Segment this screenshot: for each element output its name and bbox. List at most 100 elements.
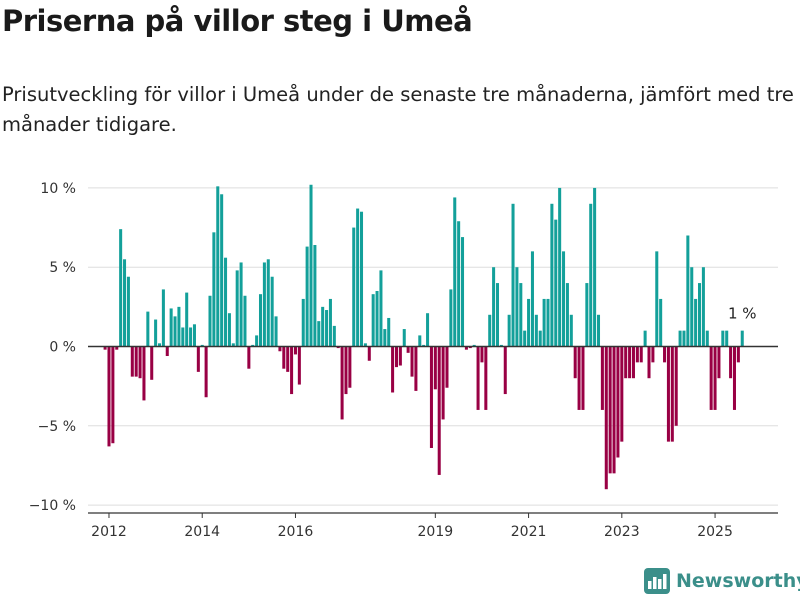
bar	[301, 298, 305, 347]
bar	[313, 245, 317, 347]
bar	[663, 346, 667, 363]
bar-series	[103, 184, 744, 490]
bar	[360, 211, 364, 347]
x-tick-label: 2025	[697, 524, 733, 540]
bar	[468, 346, 472, 349]
bar	[534, 314, 538, 347]
bar	[398, 346, 402, 366]
bar	[328, 298, 332, 347]
bar	[635, 346, 639, 363]
bar	[698, 283, 702, 347]
bar	[379, 270, 383, 347]
bar	[332, 325, 336, 347]
bar	[449, 289, 453, 347]
bar	[290, 346, 294, 395]
bar	[123, 259, 127, 347]
bar	[391, 346, 395, 393]
bar	[173, 316, 177, 347]
bar	[546, 298, 550, 347]
bar	[196, 346, 200, 372]
bar	[394, 346, 398, 368]
bar	[666, 346, 670, 442]
bar	[569, 314, 573, 347]
bar	[150, 346, 154, 380]
bar	[593, 187, 597, 347]
bar	[573, 346, 577, 379]
bar	[255, 335, 259, 347]
bar	[325, 310, 329, 347]
bar	[732, 346, 736, 410]
bar	[422, 344, 426, 347]
bar	[103, 346, 107, 350]
bar	[585, 283, 589, 347]
bar	[740, 330, 744, 347]
bar	[336, 346, 340, 349]
chart-subtitle: Prisutveckling för villor i Umeå under d…	[2, 83, 794, 136]
bar	[429, 346, 433, 448]
bar	[725, 330, 729, 347]
bar	[519, 283, 523, 347]
bar	[142, 346, 146, 401]
bar	[208, 295, 212, 347]
bar	[577, 346, 581, 410]
bar	[523, 330, 527, 347]
bar	[286, 346, 290, 372]
bar	[410, 346, 414, 377]
bar	[181, 327, 185, 347]
newsworthy-logo[interactable]: Newsworthy	[644, 568, 800, 594]
bar	[538, 330, 542, 347]
bar	[231, 343, 235, 347]
bar	[157, 343, 162, 347]
bar	[107, 346, 111, 447]
bar	[146, 311, 150, 347]
bar	[631, 346, 635, 379]
bar	[224, 257, 228, 347]
bar	[562, 251, 566, 347]
bar	[270, 276, 274, 347]
y-tick-label: 5 %	[49, 260, 76, 276]
bar	[705, 330, 709, 347]
bar	[527, 298, 531, 347]
bar	[612, 346, 616, 474]
bar	[383, 329, 387, 347]
bar	[348, 346, 352, 388]
bar	[736, 346, 740, 363]
bar	[305, 246, 309, 347]
x-tick-label: 2023	[604, 524, 640, 540]
bar	[437, 346, 441, 475]
latest-value-annotation: 1 %	[728, 305, 757, 323]
bar	[297, 346, 301, 385]
bar	[235, 270, 239, 347]
bar	[713, 346, 717, 410]
bar	[251, 344, 255, 347]
bar	[356, 208, 360, 347]
bar	[371, 294, 375, 347]
x-tick-label: 2012	[91, 524, 127, 540]
brand-name: Newsworthy	[676, 570, 800, 592]
bar	[565, 283, 569, 347]
bar	[169, 308, 173, 347]
bar	[682, 330, 686, 347]
bar	[542, 298, 546, 347]
bar	[317, 321, 321, 347]
bar	[596, 314, 601, 347]
bar	[476, 346, 480, 410]
y-tick-label: −5 %	[38, 419, 76, 435]
bar	[659, 298, 663, 347]
bar	[115, 346, 119, 350]
bar	[472, 344, 476, 347]
bar	[604, 346, 608, 490]
bar	[721, 330, 725, 347]
bar	[402, 329, 406, 347]
bar	[495, 283, 500, 347]
bar	[717, 346, 721, 379]
bar	[154, 319, 158, 347]
bar	[694, 298, 698, 347]
bar	[414, 346, 418, 391]
bar	[321, 306, 325, 347]
bar	[185, 292, 189, 347]
bar	[503, 346, 507, 395]
bar	[729, 346, 733, 379]
bar	[507, 314, 511, 347]
bar	[192, 324, 196, 347]
